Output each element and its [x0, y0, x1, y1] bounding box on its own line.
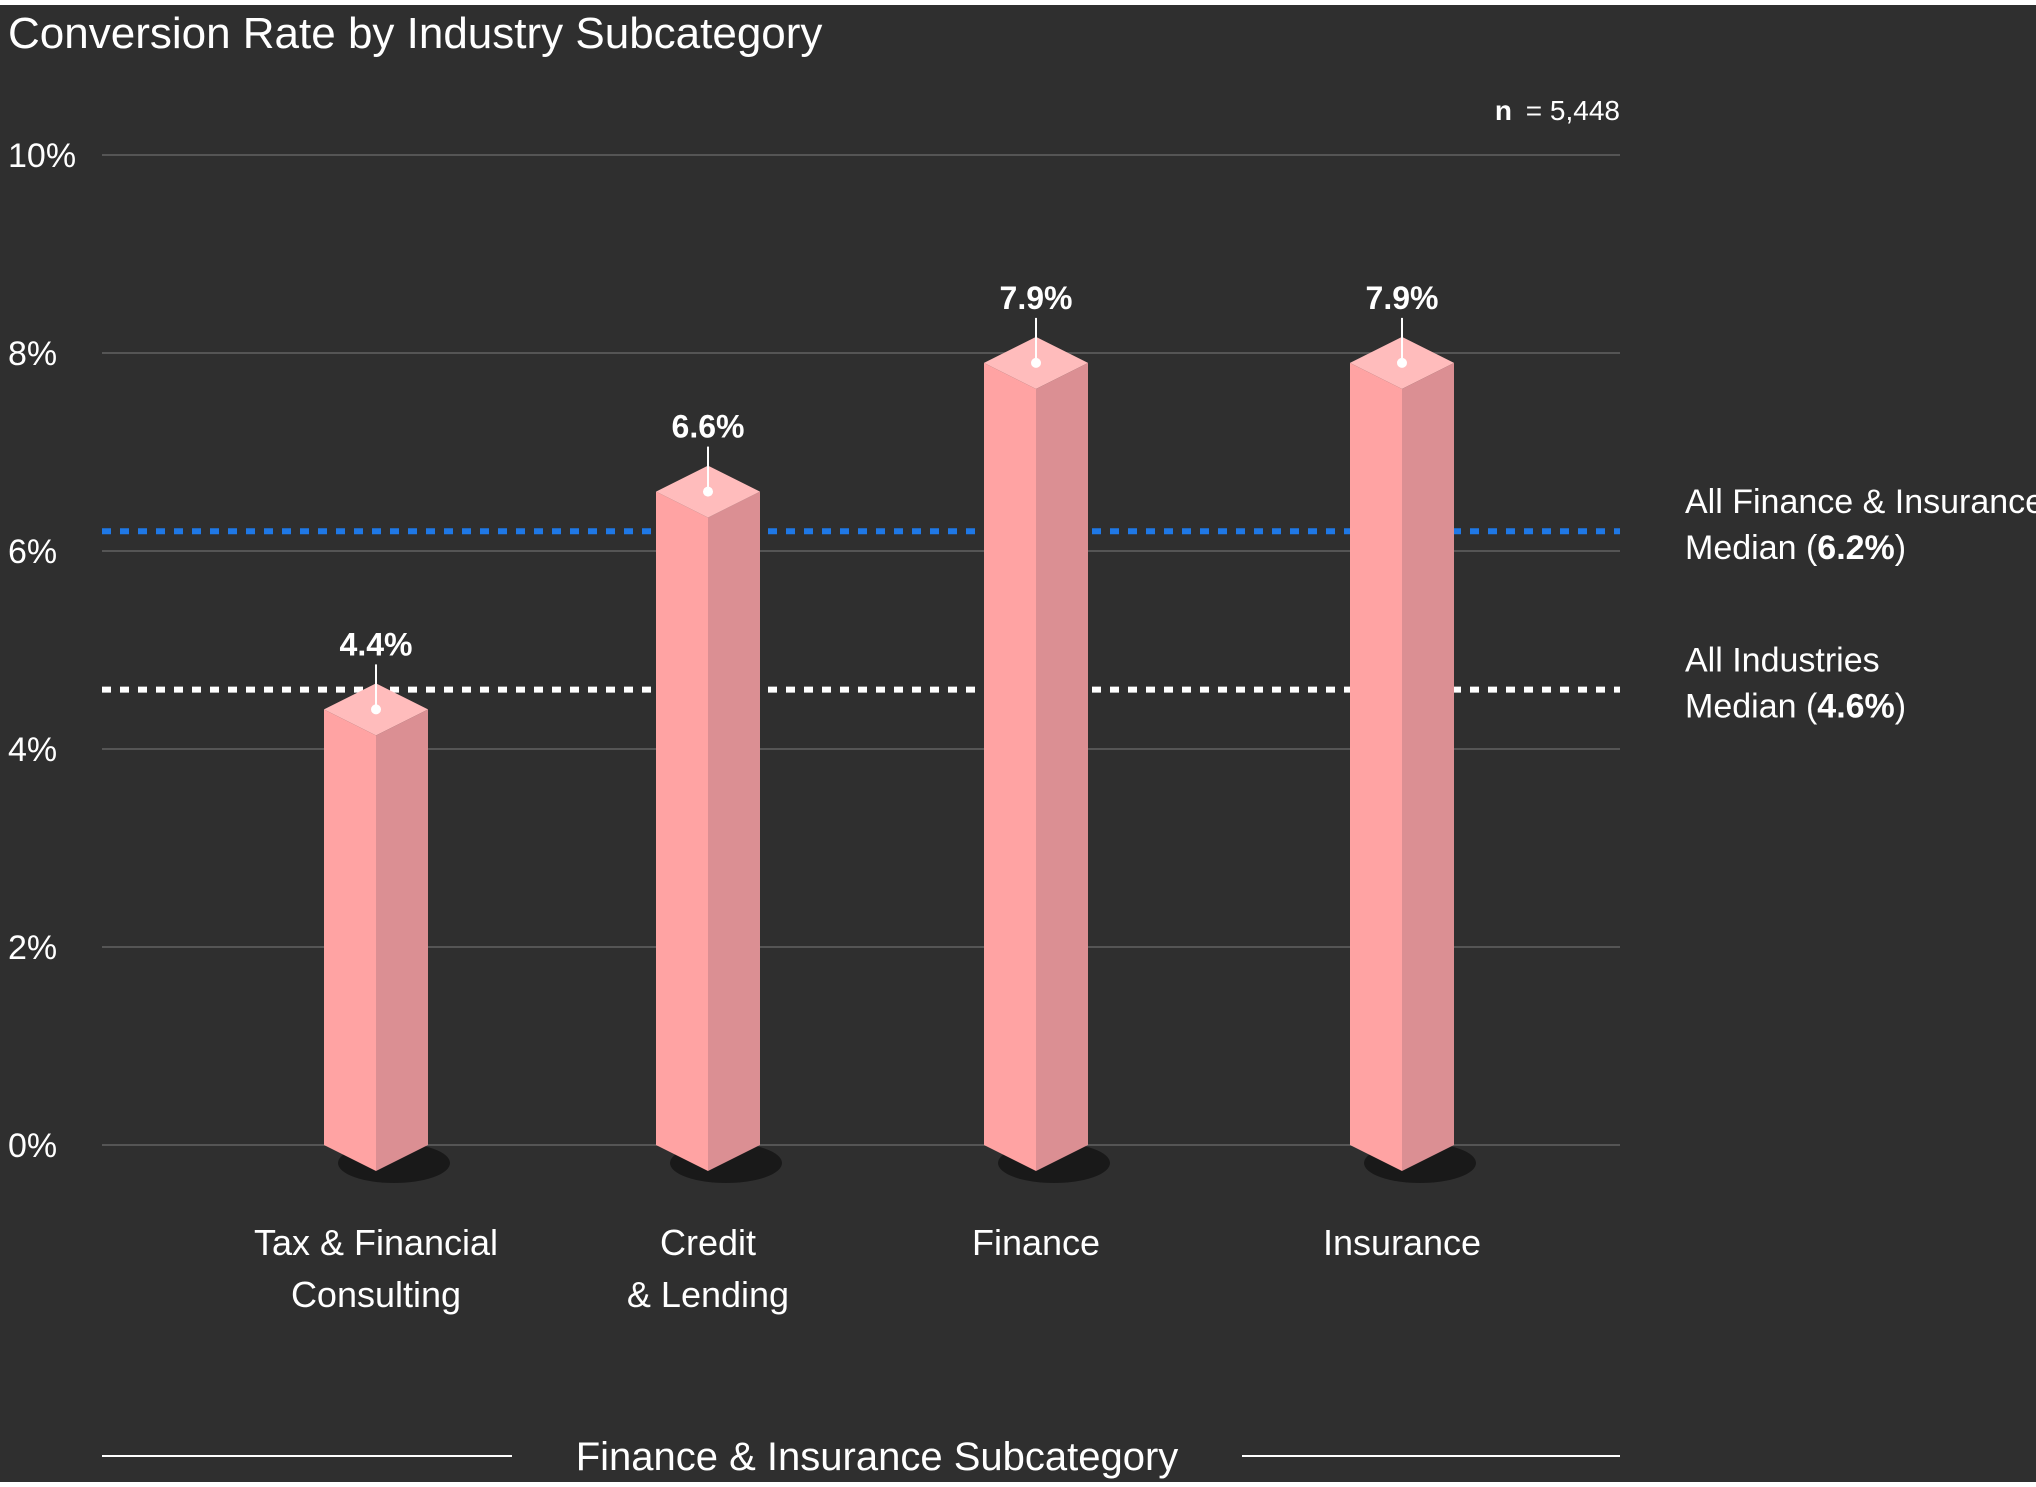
bars: [324, 317, 1476, 1183]
sample-size-value: = 5,448: [1526, 95, 1620, 126]
svg-text:n = 5,448: n = 5,448: [1495, 95, 1620, 126]
x-tick-label: & Lending: [627, 1274, 789, 1315]
bar: [984, 317, 1110, 1183]
x-tick-label: Tax & Financial: [254, 1222, 498, 1263]
reference-label-finance_median: All Finance & Insurance: [1685, 483, 2036, 521]
bar: [1350, 317, 1476, 1183]
data-label: 4.4%: [340, 626, 413, 662]
y-tick-label: 10%: [8, 137, 76, 175]
data-label: 6.6%: [672, 409, 745, 445]
y-tick-label: 8%: [8, 335, 57, 373]
data-label: 7.9%: [1366, 280, 1439, 316]
sample-size-note: n = 5,448: [1495, 95, 1620, 126]
reference-sublabel-industry_median: Median (4.6%): [1685, 688, 1906, 726]
x-tick-label: Finance: [972, 1222, 1100, 1263]
bar: [656, 446, 782, 1183]
reference-sublabel-finance_median: Median (6.2%): [1685, 529, 1906, 567]
reference-label-industry_median: All Industries: [1685, 642, 1880, 680]
x-tick-label: Insurance: [1323, 1222, 1481, 1263]
x-tick-label: Consulting: [291, 1274, 461, 1315]
bar: [324, 664, 450, 1183]
y-tick-label: 2%: [8, 929, 57, 967]
data-label: 7.9%: [1000, 280, 1073, 316]
y-tick-label: 0%: [8, 1127, 57, 1165]
x-axis-title: Finance & Insurance Subcategory: [576, 1435, 1179, 1479]
x-tick-label: Credit: [660, 1222, 756, 1263]
sample-size-label: n: [1495, 95, 1512, 126]
y-tick-label: 6%: [8, 533, 57, 571]
chart-title: Conversion Rate by Industry Subcategory: [8, 9, 822, 58]
x-axis-title-group: Finance & Insurance Subcategory: [102, 1435, 1620, 1479]
x-axis-labels: Tax & Financial Consulting Credit & Lending…: [254, 1222, 1481, 1315]
y-axis-ticks: 0% 2% 4% 6% 8% 10%: [8, 137, 76, 1165]
y-tick-label: 4%: [8, 731, 57, 769]
data-labels: 4.4% 6.6% 7.9% 7.9%: [340, 280, 1439, 663]
reference-lines: All Finance & Insurance Median (6.2%) All …: [102, 483, 2036, 726]
